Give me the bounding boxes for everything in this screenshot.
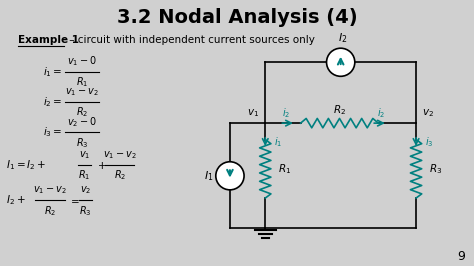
Text: $v_1 - v_2$: $v_1 - v_2$ bbox=[33, 184, 67, 196]
Text: $I_1 = I_2 + $: $I_1 = I_2 + $ bbox=[6, 158, 46, 172]
Text: $v_1 - v_2$: $v_1 - v_2$ bbox=[103, 149, 137, 161]
Text: $I_2 + $: $I_2 + $ bbox=[6, 193, 26, 207]
Text: $v_2$: $v_2$ bbox=[80, 184, 91, 196]
Circle shape bbox=[327, 48, 355, 76]
Text: $R_3$: $R_3$ bbox=[80, 204, 92, 218]
Text: $i_2 = $: $i_2 = $ bbox=[43, 95, 63, 109]
Text: $R_1$: $R_1$ bbox=[76, 75, 88, 89]
Text: $R_1$: $R_1$ bbox=[278, 162, 292, 176]
Text: $i_3 = $: $i_3 = $ bbox=[43, 126, 63, 139]
Text: $R_1$: $R_1$ bbox=[78, 169, 91, 182]
Text: $I_2$: $I_2$ bbox=[338, 31, 348, 45]
Text: $+$: $+$ bbox=[97, 160, 106, 171]
Text: $R_2$: $R_2$ bbox=[113, 169, 126, 182]
Text: $R_2$: $R_2$ bbox=[44, 204, 56, 218]
Text: $R_2$: $R_2$ bbox=[333, 103, 346, 117]
Text: $=$: $=$ bbox=[68, 196, 80, 205]
Text: $i_1 = $: $i_1 = $ bbox=[43, 65, 63, 78]
Text: $i_2$: $i_2$ bbox=[377, 106, 385, 120]
Text: $v_1 - 0$: $v_1 - 0$ bbox=[67, 55, 97, 68]
Text: 9: 9 bbox=[458, 250, 465, 263]
Text: $v_1 - v_2$: $v_1 - v_2$ bbox=[65, 86, 99, 98]
Text: $R_3$: $R_3$ bbox=[76, 136, 88, 150]
Text: $R_3$: $R_3$ bbox=[429, 162, 443, 176]
Text: $v_1$: $v_1$ bbox=[247, 107, 260, 119]
Text: – circuit with independent current sources only: – circuit with independent current sourc… bbox=[66, 35, 315, 45]
Text: $i_3$: $i_3$ bbox=[425, 135, 433, 149]
Text: 3.2 Nodal Analysis (4): 3.2 Nodal Analysis (4) bbox=[117, 8, 357, 27]
Text: $R_2$: $R_2$ bbox=[76, 105, 88, 119]
Text: $i_1$: $i_1$ bbox=[274, 135, 282, 149]
Text: Example 1: Example 1 bbox=[18, 35, 79, 45]
Text: $I_1$: $I_1$ bbox=[204, 169, 213, 183]
Circle shape bbox=[216, 162, 244, 190]
Text: $v_2$: $v_2$ bbox=[422, 107, 434, 119]
Text: $v_2 - 0$: $v_2 - 0$ bbox=[67, 115, 97, 129]
Text: $v_1$: $v_1$ bbox=[79, 149, 90, 161]
Text: $i_2$: $i_2$ bbox=[283, 106, 291, 120]
